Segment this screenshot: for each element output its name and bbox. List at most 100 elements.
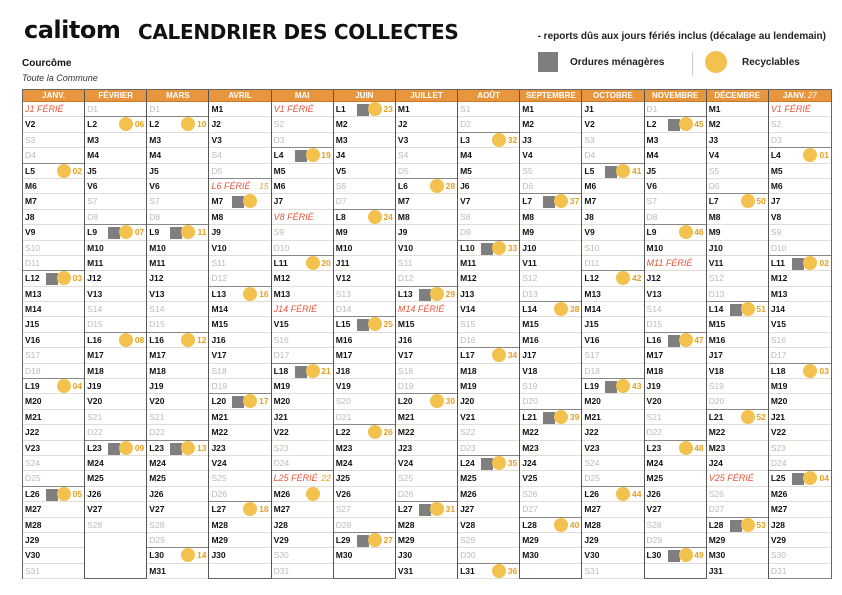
day-label: S13 — [335, 288, 351, 299]
day-label: S28 — [646, 519, 662, 530]
day-cell: J23 — [209, 441, 271, 456]
day-cell: S18 — [209, 364, 271, 380]
day-label: M28 — [584, 519, 601, 530]
month-name: OCTOBRE — [593, 91, 633, 100]
day-label: D25 — [25, 473, 41, 484]
day-label: D29 — [646, 534, 663, 545]
day-cell: D23 — [458, 441, 520, 456]
day-label: V9 — [584, 227, 595, 238]
day-label: V17 — [211, 350, 227, 361]
day-cell: L23 09 — [85, 440, 147, 456]
day-cell: V6 — [644, 179, 706, 195]
day-cell: L6 28 — [395, 178, 458, 195]
day-label: D13 — [522, 288, 538, 299]
day-cell: V16 — [582, 333, 644, 349]
day-cell: S29 — [458, 533, 520, 549]
month-header: DÉCEMBRE — [706, 90, 768, 102]
household-waste-square-icon — [170, 442, 183, 455]
day-label: M5 — [460, 165, 472, 176]
day-cell: J14 FÉRIÉ — [271, 302, 333, 318]
recyclables-circle-icon — [492, 455, 507, 470]
day-cell: J29 — [23, 533, 85, 549]
day-cell: M28 — [209, 518, 271, 533]
day-cell: V2 — [23, 117, 85, 133]
week-number: 02 — [819, 257, 829, 268]
day-label: V11 — [708, 257, 724, 268]
day-cell: D3 — [271, 133, 333, 149]
day-cell: J13 — [458, 287, 520, 303]
month-header: AOÛT — [458, 90, 520, 102]
day-cell: V22 — [271, 425, 333, 441]
day-cell: M10 — [147, 241, 209, 256]
day-cell: M12 — [271, 271, 333, 287]
day-cell: M24 — [85, 456, 147, 472]
recyclables-circle-icon — [367, 317, 382, 332]
day-cell: M7 — [395, 194, 458, 210]
day-label: L6 FÉRIÉ — [211, 180, 251, 191]
day-cell: D5 — [395, 164, 458, 179]
day-label: D12 — [397, 273, 414, 284]
day-cell: J2 — [395, 117, 458, 133]
day-cell: L24 35 — [458, 455, 520, 472]
day-cell: M22 — [520, 425, 582, 441]
day-cell: J24 — [706, 456, 768, 472]
day-label: M10 — [646, 242, 664, 253]
day-label: L7 — [708, 196, 719, 207]
day-label: M9 — [335, 227, 348, 238]
day-cell: D17 — [768, 348, 831, 364]
household-waste-square-icon — [543, 411, 556, 424]
day-cell: J9 — [209, 225, 271, 241]
day-cell: M19 — [768, 379, 831, 395]
day-cell: D27 — [520, 502, 582, 518]
day-label: L29 — [335, 534, 351, 545]
day-cell: V26 — [333, 487, 395, 503]
day-label: J26 — [87, 488, 102, 499]
day-cell: D6 — [520, 179, 582, 195]
day-cell: M5 — [271, 164, 333, 179]
day-label: S7 — [149, 196, 160, 207]
day-label: M26 — [273, 488, 291, 499]
day-label: M27 — [25, 504, 42, 515]
day-label: M11 — [149, 257, 166, 268]
day-label: M7 — [397, 196, 410, 207]
day-label: M6 — [584, 180, 597, 191]
day-label: S26 — [708, 488, 724, 499]
household-waste-square-icon — [481, 242, 494, 255]
day-label: M18 — [646, 365, 664, 376]
day-cell: S5 — [706, 164, 768, 179]
day-label: J7 — [770, 196, 781, 207]
day-cell: M18 — [458, 364, 520, 380]
day-cell: D8 — [147, 210, 209, 226]
recyclables-circle-icon — [740, 517, 755, 532]
day-cell: M11 — [147, 256, 209, 272]
day-label: M11 — [87, 257, 104, 268]
day-label: D8 — [149, 211, 161, 222]
day-label: D22 — [87, 427, 103, 438]
day-cell: L4 19 — [271, 148, 333, 164]
day-cell: S27 — [333, 502, 395, 518]
day-label: V28 — [460, 519, 476, 530]
month-column: JUIN L1 23 M2 M3 J4 V5 S6 D7 L8 24 M9 M10 J11 V12 S13 D1… — [333, 90, 396, 578]
week-number: 26 — [383, 427, 393, 438]
day-cell: D4 — [582, 148, 644, 164]
day-cell: V3 — [209, 133, 271, 149]
day-label: J19 — [87, 381, 102, 392]
week-number: 47 — [694, 334, 704, 345]
recyclables-circle-icon — [740, 302, 755, 317]
day-label: M27 — [584, 504, 601, 515]
week-number: 06 — [134, 119, 145, 130]
day-label: L25 — [770, 473, 786, 484]
day-label: M4 — [87, 150, 99, 161]
day-label: L11 — [770, 257, 786, 268]
day-label: S3 — [584, 134, 595, 145]
day-label: D15 — [646, 319, 663, 330]
month-header: MARS — [147, 90, 209, 102]
day-label: M28 — [211, 519, 228, 530]
day-label: V13 — [87, 288, 103, 299]
day-label: J21 — [770, 411, 786, 422]
day-cell: S11 — [395, 256, 458, 272]
day-label: J7 — [273, 196, 284, 207]
day-label: L16 — [87, 334, 102, 345]
day-label: D27 — [522, 504, 538, 515]
day-cell: M4 — [147, 148, 209, 164]
